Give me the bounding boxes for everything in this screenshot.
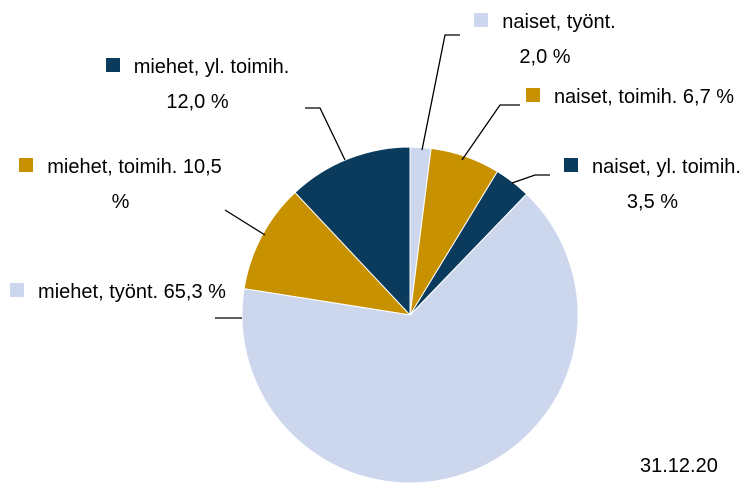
value-label: 2,0 %: [519, 46, 571, 68]
category-label: miehet, toimih.: [47, 156, 178, 178]
leader-line: [461, 104, 520, 161]
leader-line: [511, 174, 550, 184]
legend-swatch: [19, 158, 34, 172]
category-label: miehet, työnt.: [38, 281, 159, 303]
slice-label: miehet, toimih. 10,5 %: [8, 150, 233, 220]
slice-label: miehet, yl. toimih. 12,0 %: [85, 50, 310, 120]
legend-swatch: [564, 158, 579, 172]
footnote: 31.12.20: [640, 455, 718, 477]
legend-swatch: [10, 283, 25, 297]
value-label: 6,7 %: [682, 86, 735, 108]
category-label: naiset, toimih.: [553, 86, 678, 108]
pie-slice: [243, 191, 412, 316]
legend-swatch: [474, 13, 489, 27]
value-label: 10,5 %: [111, 156, 222, 213]
leader-line: [305, 107, 346, 161]
slice-label: miehet, työnt. 65,3 %: [8, 275, 228, 310]
value-label: 65,3 %: [163, 281, 226, 303]
category-label: miehet, yl. toimih.: [133, 56, 290, 78]
leader-line: [224, 209, 266, 236]
value-label: 12,0 %: [166, 91, 229, 113]
pie-slice: [409, 146, 432, 316]
slice-label: naiset, yl. toimih. 3,5 %: [555, 150, 750, 220]
value-label: 3,5 %: [626, 191, 679, 213]
legend-swatch: [105, 58, 120, 72]
pie-slice: [294, 146, 411, 317]
category-label: naiset, työnt.: [502, 11, 616, 33]
legend-swatch: [525, 88, 540, 102]
pie-slice: [241, 193, 579, 484]
category-label: naiset, yl. toimih.: [592, 156, 741, 178]
slice-label: naiset, työnt. 2,0 %: [470, 5, 620, 75]
leader-line: [421, 34, 460, 151]
slice-label: naiset, toimih. 6,7 %: [520, 80, 740, 115]
